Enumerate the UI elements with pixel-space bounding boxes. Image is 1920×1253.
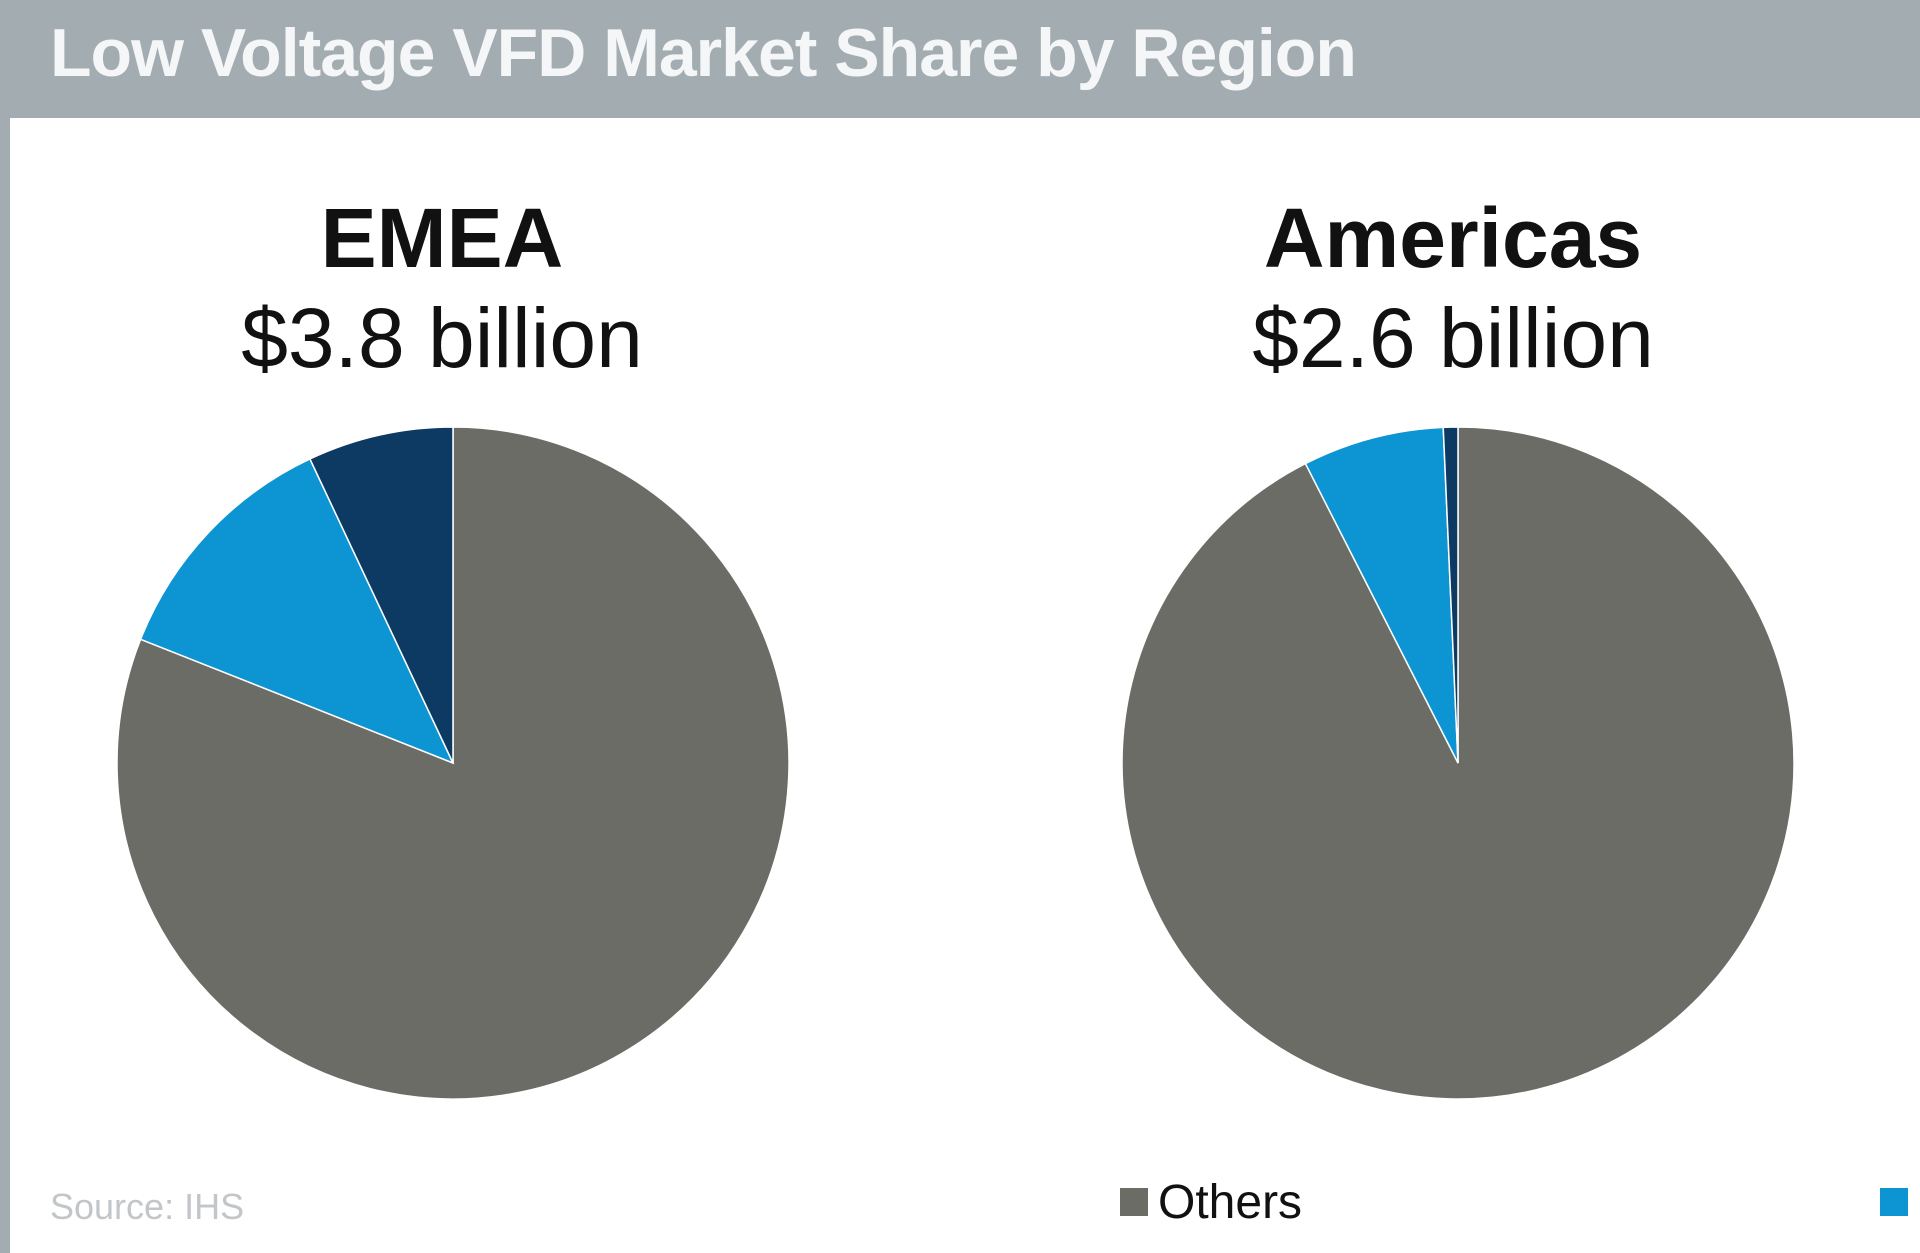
emea-slice-2 [308, 426, 454, 764]
legend-swatch-second [1880, 1188, 1908, 1216]
pie-subtitle-emea: $3.8 billion [241, 291, 643, 385]
legend-item-second [1880, 1176, 1918, 1228]
pie-title-emea: EMEA [320, 191, 564, 285]
emea-slice-1 [139, 457, 455, 765]
header-bar: Low Voltage VFD Market Share by Region [0, 0, 1920, 118]
americas-slice-2 [1442, 426, 1459, 764]
pie-subtitle-americas: $2.6 billion [1252, 291, 1654, 385]
source-note: Source: IHS [50, 1186, 245, 1227]
pie-title-americas: Americas [1263, 191, 1643, 285]
left-border [0, 118, 10, 1253]
legend-label-others: Others [1158, 1175, 1303, 1229]
legend-swatch-others [1120, 1188, 1148, 1216]
americas-slice-1 [1304, 426, 1459, 764]
page-title: Low Voltage VFD Market Share by Region [50, 15, 1357, 91]
legend-item-others: Others [1120, 1175, 1303, 1229]
